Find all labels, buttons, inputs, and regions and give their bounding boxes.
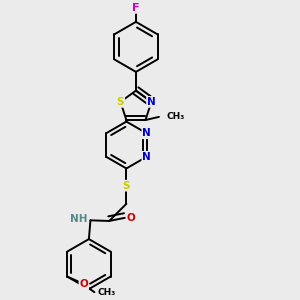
Text: S: S [117,97,124,107]
Text: F: F [132,3,140,13]
Text: O: O [80,279,88,290]
Text: N: N [142,128,151,138]
Text: S: S [123,181,130,190]
Text: N: N [147,97,156,107]
Text: CH₃: CH₃ [167,112,185,122]
Text: O: O [127,213,135,223]
Text: NH: NH [70,214,88,224]
Text: N: N [142,152,151,162]
Text: CH₃: CH₃ [98,288,116,297]
